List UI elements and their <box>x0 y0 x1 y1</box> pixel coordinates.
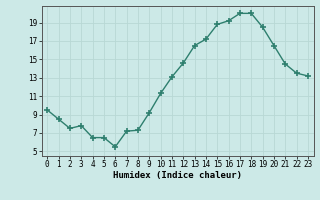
X-axis label: Humidex (Indice chaleur): Humidex (Indice chaleur) <box>113 171 242 180</box>
